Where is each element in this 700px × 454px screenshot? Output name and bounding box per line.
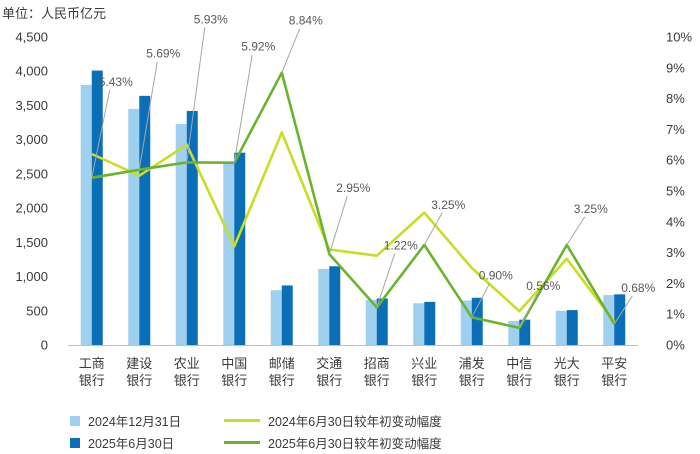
- bar-2024: [175, 123, 187, 346]
- bar-2025: [139, 95, 151, 346]
- legend-label-bar-2025: 2025年6月30日: [88, 437, 175, 451]
- category-label: 交通银行: [316, 356, 342, 388]
- left-axis-tick: 3,500: [15, 98, 48, 113]
- left-axis-tick: 1,500: [15, 235, 48, 250]
- legend-label-line-2025: 2025年6月30日较年初变动幅度: [268, 437, 442, 451]
- bar-2025: [519, 319, 531, 345]
- left-axis-tick: 2,500: [15, 166, 48, 181]
- data-label: 8.84%: [289, 14, 323, 28]
- legend-label-bar-2024: 2024年12月31日: [88, 415, 182, 429]
- category-label: 招商银行: [364, 356, 390, 388]
- line-2025: [91, 71, 616, 330]
- legend-item-bar-2025: 2025年6月30日: [70, 433, 174, 452]
- left-axis-tick: 2,000: [15, 201, 48, 216]
- bar-line-chart: 0 500 1,000 1,500 2,000 2,500 3,000 3,500 4,000 4…: [15, 12, 692, 388]
- data-label-leader: [471, 283, 491, 318]
- data-label: 5.92%: [241, 40, 275, 54]
- legend-item-line-2025: 2025年6月30日较年初变动幅度: [224, 433, 442, 452]
- bar-2024: [223, 163, 235, 345]
- left-axis-tick: 3,000: [15, 132, 48, 147]
- bar-2024: [555, 310, 567, 345]
- right-axis-tick: 0%: [666, 338, 685, 353]
- bar-2025: [566, 310, 578, 345]
- bar-2024: [318, 269, 330, 345]
- bar-2025: [471, 297, 483, 345]
- data-label: 0.56%: [526, 279, 560, 293]
- bar-2024: [460, 300, 472, 345]
- bar-2024: [128, 108, 140, 345]
- bar-2025: [234, 152, 246, 345]
- right-axis-tick: 6%: [666, 153, 685, 168]
- data-label: 5.43%: [99, 75, 133, 89]
- category-label: 邮储银行: [269, 356, 295, 388]
- right-axis-tick: 7%: [666, 122, 685, 137]
- left-axis-tick: 4,500: [15, 30, 48, 45]
- right-axis-tick: 9%: [666, 60, 685, 75]
- legend-swatch-bar-2024: [70, 415, 80, 426]
- data-label: 1.22%: [384, 238, 418, 252]
- category-label: 光大银行: [554, 356, 580, 388]
- legend-swatch-line-2025: [224, 441, 260, 444]
- data-label-leader: [233, 54, 253, 163]
- bar-2024: [413, 303, 425, 345]
- data-label-leader: [186, 27, 206, 163]
- data-label-leader: [138, 61, 158, 170]
- left-axis-tick: 4,000: [15, 64, 48, 79]
- data-label-leader: [281, 28, 301, 73]
- category-label: 浦发银行: [459, 356, 485, 388]
- category-label: 建设银行: [126, 356, 152, 388]
- legend-swatch-bar-2025: [70, 437, 80, 448]
- left-axis-tick: 1,000: [15, 269, 48, 284]
- bar-2025: [281, 285, 293, 345]
- left-axis-tick: 0: [41, 338, 48, 353]
- category-label: 中国银行: [221, 356, 247, 388]
- data-label-leader: [613, 295, 633, 325]
- line-2024: [91, 131, 616, 323]
- right-axis-tick: 10%: [666, 30, 692, 45]
- category-label: 中信银行: [506, 356, 532, 388]
- bar-2025: [376, 298, 388, 345]
- right-axis-tick: 3%: [666, 245, 685, 260]
- bar-2025: [186, 110, 198, 345]
- data-label: 5.69%: [146, 47, 180, 61]
- category-label: 平安银行: [601, 356, 627, 388]
- right-axis-tick: 5%: [666, 184, 685, 199]
- category-label: 兴业银行: [411, 356, 437, 388]
- data-label-leader: [91, 89, 111, 178]
- category-label: 农业银行: [174, 356, 200, 388]
- bar-2024: [603, 295, 615, 345]
- left-axis-tick: 500: [26, 303, 48, 318]
- data-label-leader: [328, 195, 348, 255]
- right-axis-tick: 8%: [666, 91, 685, 106]
- right-axis-tick: 1%: [666, 307, 685, 322]
- right-axis-tick: 2%: [666, 276, 685, 291]
- bar-2024: [80, 84, 92, 346]
- bar-2025: [424, 301, 436, 345]
- data-label: 0.68%: [621, 281, 655, 295]
- data-label: 5.93%: [194, 12, 228, 26]
- data-label: 0.90%: [479, 268, 513, 282]
- data-label: 3.25%: [431, 198, 465, 212]
- bar-2024: [365, 299, 377, 345]
- bar-2025: [91, 70, 103, 345]
- data-label-leader: [376, 253, 396, 308]
- bar-2024: [508, 321, 520, 345]
- legend-label-line-2024: 2024年6月30日较年初变动幅度: [268, 415, 442, 429]
- right-axis-tick: 4%: [666, 214, 685, 229]
- legend-swatch-line-2024: [224, 419, 260, 422]
- legend-item-line-2024: 2024年6月30日较年初变动幅度: [224, 411, 442, 430]
- bar-2025: [329, 266, 341, 345]
- data-label-leader: [518, 293, 538, 328]
- data-label-leader: [566, 216, 586, 246]
- bar-2024: [270, 290, 282, 345]
- unit-label: 单位：人民币亿元: [2, 6, 107, 21]
- bar-2025: [614, 294, 626, 345]
- data-label: 2.95%: [336, 181, 370, 195]
- legend-item-bar-2024: 2024年12月31日: [70, 411, 181, 430]
- data-label-leader: [423, 212, 443, 246]
- category-label: 工商银行: [79, 356, 105, 388]
- data-label: 3.25%: [574, 202, 608, 216]
